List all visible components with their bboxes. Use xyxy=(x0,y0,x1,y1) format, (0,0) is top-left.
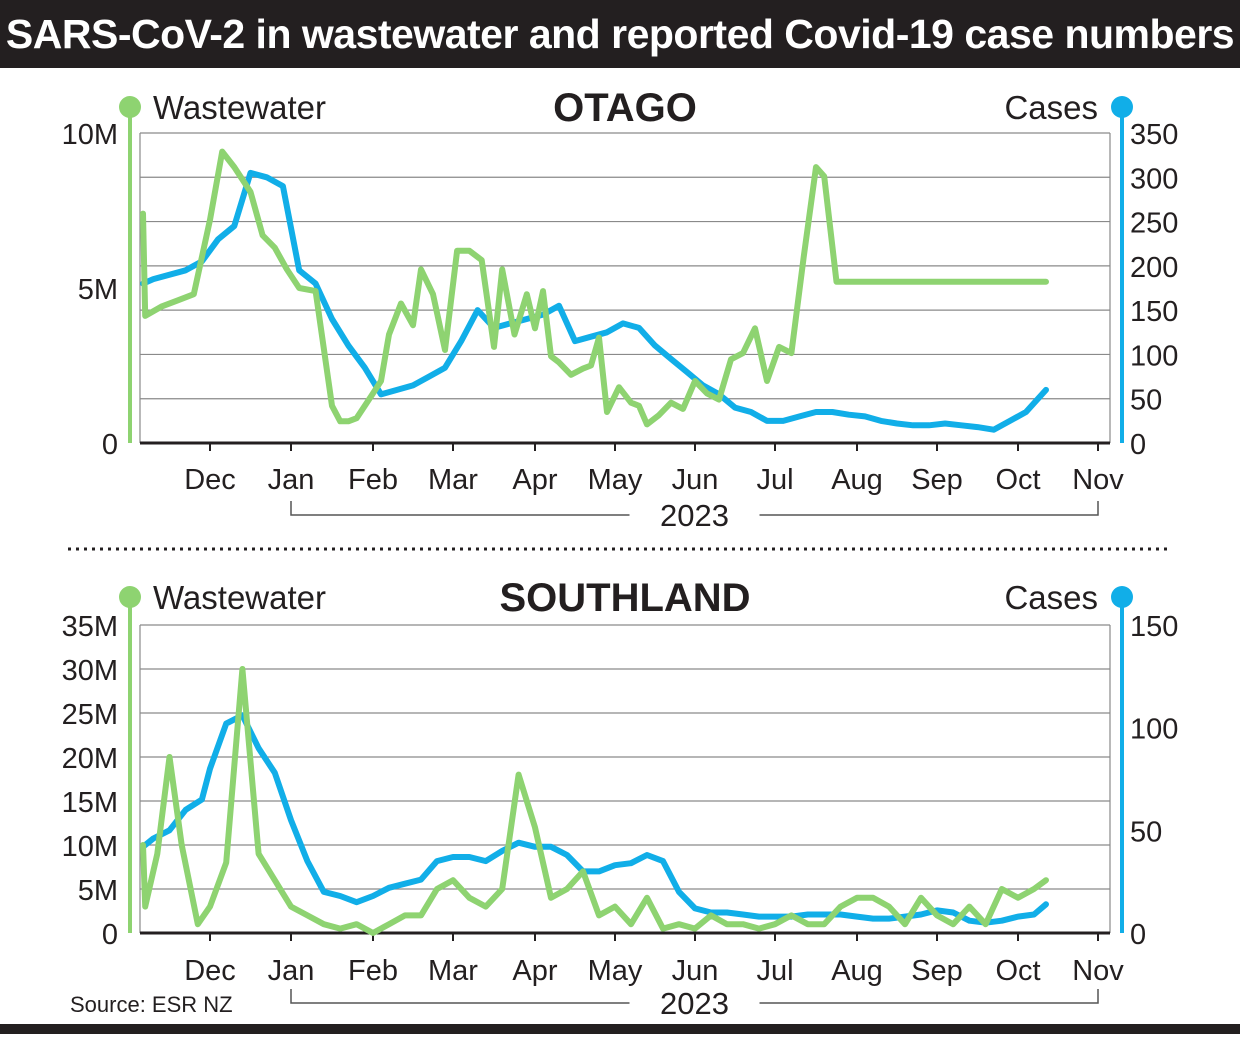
year-bracket xyxy=(290,989,1099,1004)
left-tick-label: 5M xyxy=(78,274,118,306)
month-label: Feb xyxy=(348,955,398,987)
otago-chart xyxy=(119,96,1133,516)
month-label: Apr xyxy=(512,464,557,496)
left-tick-label: 10M xyxy=(62,119,118,151)
month-label: Jan xyxy=(268,464,315,496)
month-label: Mar xyxy=(428,464,478,496)
month-label: Jul xyxy=(756,464,793,496)
cases-legend-dot xyxy=(1111,96,1133,118)
month-label: Jun xyxy=(672,955,719,987)
month-label: Dec xyxy=(184,464,236,496)
left-tick-label: 30M xyxy=(62,655,118,687)
cases-series-line xyxy=(140,169,1049,433)
year-label: 2023 xyxy=(660,498,729,533)
wastewater-legend-label: Wastewater xyxy=(153,579,326,616)
left-tick-label: 25M xyxy=(62,699,118,731)
cases-legend-dot xyxy=(1111,586,1133,608)
month-label: Dec xyxy=(184,955,236,987)
month-label: Jun xyxy=(672,464,719,496)
right-tick-label: 200 xyxy=(1130,252,1178,284)
month-label: Oct xyxy=(995,955,1040,987)
wastewater-legend-label: Wastewater xyxy=(153,89,326,126)
bottom-rule xyxy=(0,1024,1240,1034)
month-label: May xyxy=(588,464,643,496)
right-tick-label: 150 xyxy=(1130,611,1178,643)
right-tick-label: 250 xyxy=(1130,208,1178,240)
month-label: Oct xyxy=(995,464,1040,496)
left-tick-label: 0 xyxy=(102,429,118,461)
month-label: Nov xyxy=(1072,464,1124,496)
right-tick-label: 150 xyxy=(1130,296,1178,328)
southland-chart xyxy=(119,586,1133,1004)
left-tick-label: 35M xyxy=(62,611,118,643)
cases-legend-label: Cases xyxy=(1004,579,1098,616)
source-note: Source: ESR NZ xyxy=(70,992,233,1017)
month-label: Aug xyxy=(831,955,883,987)
month-label: Aug xyxy=(831,464,883,496)
panel-title: OTAGO xyxy=(553,86,697,130)
month-label: Sep xyxy=(911,955,963,987)
right-tick-label: 100 xyxy=(1130,714,1178,746)
right-tick-label: 50 xyxy=(1130,816,1162,848)
month-label: Feb xyxy=(348,464,398,496)
main-title: SARS-CoV-2 in wastewater and reported Co… xyxy=(5,10,1235,57)
wastewater-legend-dot xyxy=(119,586,141,608)
right-tick-label: 100 xyxy=(1130,340,1178,372)
month-label: Apr xyxy=(512,955,557,987)
right-tick-label: 0 xyxy=(1130,919,1146,951)
chart-title-banner: SARS-CoV-2 in wastewater and reported Co… xyxy=(0,0,1240,68)
month-label: Jan xyxy=(268,955,315,987)
month-label: Mar xyxy=(428,955,478,987)
left-tick-label: 15M xyxy=(62,787,118,819)
wastewater-legend-dot xyxy=(119,96,141,118)
year-bracket xyxy=(290,501,1099,516)
wastewater-series-line xyxy=(140,666,1049,936)
month-label: Sep xyxy=(911,464,963,496)
left-tick-label: 0 xyxy=(102,919,118,951)
month-label: Jul xyxy=(756,955,793,987)
left-tick-label: 5M xyxy=(78,875,118,907)
wastewater-series-line xyxy=(140,148,1049,428)
right-tick-label: 50 xyxy=(1130,385,1162,417)
left-tick-label: 20M xyxy=(62,743,118,775)
right-tick-label: 350 xyxy=(1130,119,1178,151)
year-label: 2023 xyxy=(660,986,729,1021)
right-tick-label: 300 xyxy=(1130,163,1178,195)
panel-title: SOUTHLAND xyxy=(499,576,750,620)
month-label: Nov xyxy=(1072,955,1124,987)
right-tick-label: 0 xyxy=(1130,429,1146,461)
left-tick-label: 10M xyxy=(62,831,118,863)
cases-legend-label: Cases xyxy=(1004,89,1098,126)
month-label: May xyxy=(588,955,643,987)
